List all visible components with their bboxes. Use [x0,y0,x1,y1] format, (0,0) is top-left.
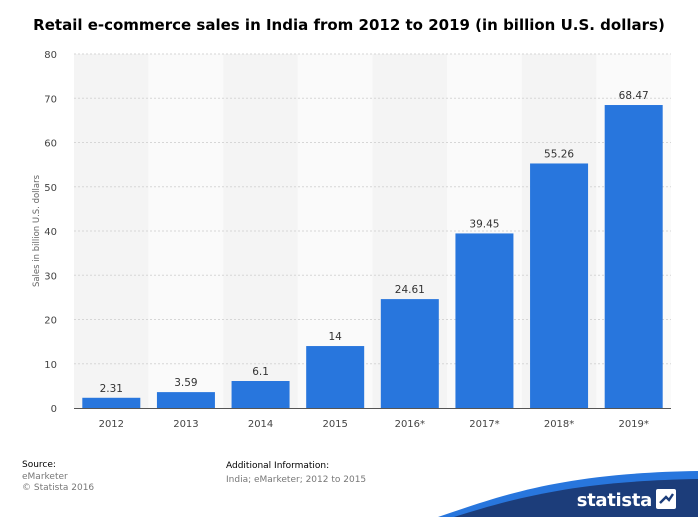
bar [156,392,215,408]
x-tick-label: 2019* [618,419,648,430]
y-tick-label: 80 [44,50,57,61]
additional-info-text: India; eMarketer; 2012 to 2015 [226,474,367,485]
data-label: 24.61 [395,284,425,296]
chart-title: Retail e-commerce sales in India from 20… [33,16,665,34]
y-tick-label: 30 [44,271,57,282]
y-axis-title: Sales in billion U.S. dollars [32,174,42,287]
y-tick-label: 60 [44,139,57,150]
source-line: eMarketer [22,471,68,482]
x-tick-label: 2014 [248,419,273,430]
y-tick-label: 0 [51,404,57,415]
data-label: 3.59 [174,377,197,389]
y-tick-label: 50 [44,183,57,194]
additional-info-heading: Additional Information: [226,461,330,471]
bar [530,163,589,408]
bar [604,105,663,408]
data-label: 2.31 [100,383,123,395]
x-tick-label: 2016* [395,419,425,430]
source-block: Source: eMarketer © Statista 2016 [22,460,94,495]
copyright-line: © Statista 2016 [22,483,95,493]
y-tick-label: 40 [44,227,57,238]
source-heading: Source: [22,460,56,470]
x-tick-label: 2013 [173,419,198,430]
y-tick-label: 10 [44,360,57,371]
data-label: 55.26 [544,148,574,160]
data-label: 39.45 [469,218,499,230]
statista-logo-icon [656,489,676,509]
brand-band [438,471,698,517]
x-tick-label: 2012 [99,419,124,430]
bar [455,233,514,408]
bar [231,381,290,408]
y-tick-label: 20 [44,316,57,327]
bar [380,299,439,408]
data-label: 6.1 [252,366,269,378]
bar [306,346,365,408]
data-label: 14 [329,331,343,343]
x-tick-label: 2017* [469,419,499,430]
x-tick-label: 2015 [322,419,347,430]
brand-name: statista [576,490,653,511]
x-tick-label: 2018* [544,419,574,430]
additional-info-block: Additional Information: India; eMarketer… [226,461,366,486]
bar [82,397,141,408]
y-tick-label: 70 [44,94,57,105]
data-label: 68.47 [619,90,649,102]
